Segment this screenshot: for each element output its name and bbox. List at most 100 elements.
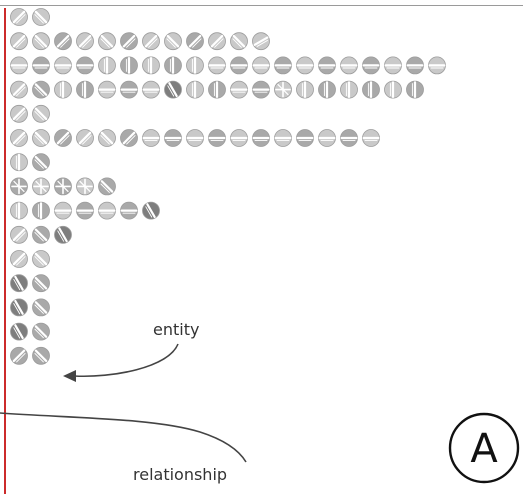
- entity-node: [428, 56, 446, 75]
- entity-node: [274, 56, 292, 75]
- entity-node: [98, 201, 116, 220]
- entity-node: [54, 129, 72, 147]
- entity-node: [10, 129, 28, 147]
- entity-node: [208, 32, 226, 51]
- entity-node: [296, 80, 314, 99]
- entity-node: [32, 250, 50, 268]
- entity-node: [10, 56, 28, 75]
- entity-node: [54, 80, 72, 99]
- entity-arrowhead: [63, 370, 76, 382]
- entity-node: [98, 56, 116, 75]
- entity-node: [98, 80, 116, 99]
- entity-node: [296, 129, 314, 147]
- entity-node: [76, 177, 94, 196]
- entity-node: [252, 129, 270, 147]
- entity-node: [32, 298, 50, 317]
- entity-node: [76, 129, 94, 147]
- entity-node: [10, 32, 28, 51]
- entity-node: [142, 80, 160, 99]
- annotations: entity relationship: [0, 320, 247, 484]
- entity-node: [120, 80, 138, 99]
- entity-node: [98, 177, 116, 196]
- entity-node: [76, 32, 94, 51]
- entity-node: [32, 8, 50, 26]
- entity-node: [230, 129, 248, 147]
- entity-node: [318, 80, 336, 99]
- entity-node: [32, 129, 50, 147]
- entity-node: [252, 80, 270, 99]
- entity-arrow: [73, 343, 179, 378]
- entity-node: [142, 129, 160, 147]
- entity-node: [384, 56, 402, 75]
- entity-node: [76, 201, 94, 220]
- entity-node: [230, 56, 248, 75]
- entity-node: [186, 32, 204, 51]
- entity-node: [142, 201, 160, 220]
- entity-node: [76, 56, 94, 75]
- entity-node: [10, 250, 28, 268]
- badge-a: A: [448, 412, 520, 484]
- entity-node: [10, 322, 28, 341]
- entity-node: [54, 32, 72, 51]
- entity-node: [32, 32, 50, 51]
- entity-node: [406, 56, 424, 75]
- entity-node: [32, 346, 50, 365]
- entity-node: [340, 80, 358, 99]
- node-grid: [10, 8, 446, 365]
- entity-node: [208, 56, 226, 75]
- entity-node: [318, 129, 336, 147]
- entity-node: [208, 129, 226, 147]
- relationship-line: [0, 412, 247, 463]
- entity-node: [10, 104, 28, 123]
- entity-node: [120, 32, 138, 51]
- entity-node: [186, 129, 204, 147]
- entity-node: [10, 225, 28, 244]
- entity-node: [32, 80, 50, 99]
- entity-node: [164, 32, 182, 51]
- entity-node: [142, 32, 160, 51]
- entity-node: [32, 104, 50, 123]
- entity-node: [340, 129, 358, 147]
- entity-node: [54, 177, 72, 196]
- entity-node: [10, 346, 28, 365]
- entity-node: [98, 32, 116, 51]
- entity-node: [54, 56, 72, 75]
- entity-node: [318, 56, 336, 75]
- entity-node: [230, 32, 248, 51]
- entity-node: [10, 177, 28, 196]
- entity-node: [164, 129, 182, 147]
- entity-node: [340, 56, 358, 75]
- entity-node: [296, 56, 314, 75]
- entity-node: [120, 201, 138, 220]
- entity-node: [120, 129, 138, 147]
- entity-node: [10, 153, 28, 172]
- entity-node: [142, 56, 160, 75]
- entity-node: [98, 129, 116, 147]
- entity-node: [54, 225, 72, 244]
- entity-node: [230, 80, 248, 99]
- entity-node: [274, 80, 292, 99]
- entity-node: [32, 274, 50, 293]
- entity-node: [406, 80, 424, 99]
- entity-node: [164, 80, 182, 99]
- entity-node: [10, 80, 28, 99]
- entity-node: [32, 201, 50, 220]
- entity-node: [252, 56, 270, 75]
- relationship-label: relationship: [133, 465, 227, 484]
- entity-node: [362, 129, 380, 147]
- entity-node: [186, 80, 204, 99]
- entity-node: [54, 201, 72, 220]
- entity-node: [10, 201, 28, 220]
- entity-node: [10, 274, 28, 293]
- entity-label: entity: [153, 320, 199, 339]
- entity-node: [362, 80, 380, 99]
- entity-node: [76, 80, 94, 99]
- entity-node: [186, 56, 204, 75]
- entity-node: [10, 298, 28, 317]
- entity-node: [362, 56, 380, 75]
- entity-node: [208, 80, 226, 99]
- entity-node: [120, 56, 138, 75]
- entity-node: [252, 32, 270, 51]
- entity-node: [384, 80, 402, 99]
